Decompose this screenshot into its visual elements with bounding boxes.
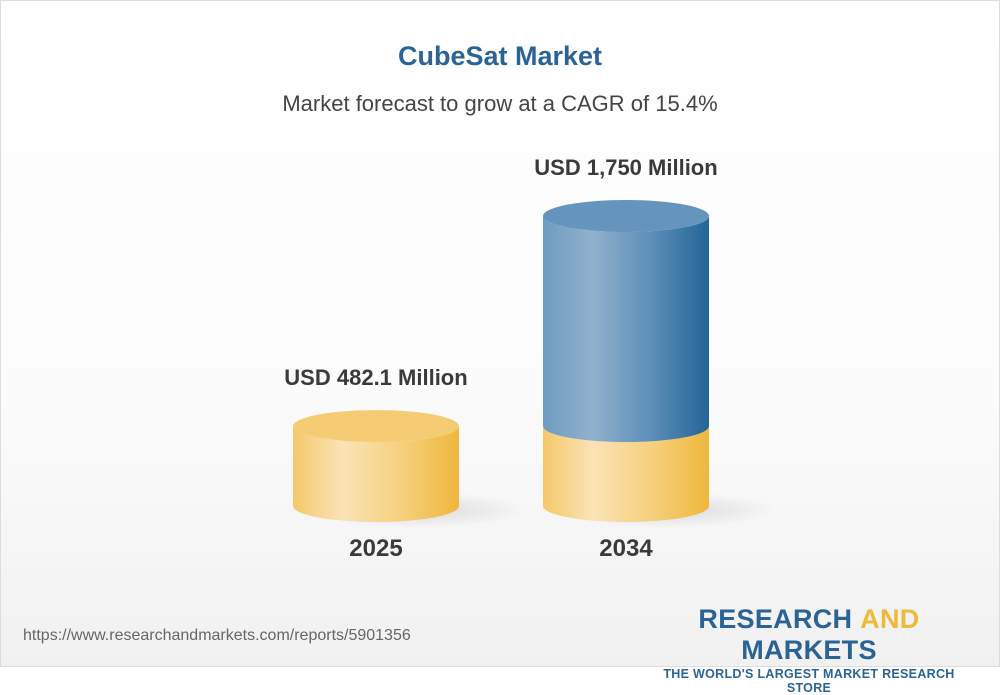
bar-base-segment-2034 [543,426,709,522]
data-label: USD 482.1 Million [284,365,467,390]
bar-top-2034 [543,200,709,232]
category-label: 2025 [349,535,402,562]
bar-2025 [293,426,459,522]
research-and-markets-logo: RESEARCH AND MARKETS THE WORLD'S LARGEST… [663,604,955,695]
chart-subtitle: Market forecast to grow at a CAGR of 15.… [282,91,718,116]
chart-title: CubeSat Market [397,41,603,71]
bar-top-2025 [293,410,459,443]
data-label: USD 1,750 Million [534,155,717,180]
category-label: 2034 [599,535,653,562]
source-url[interactable]: https://www.researchandmarkets.com/repor… [23,627,411,644]
bar-growth-segment-2034 [543,216,709,443]
cylinder-chart: USD 482.1 Million 2025 USD 1,750 Million 20… [284,155,776,562]
